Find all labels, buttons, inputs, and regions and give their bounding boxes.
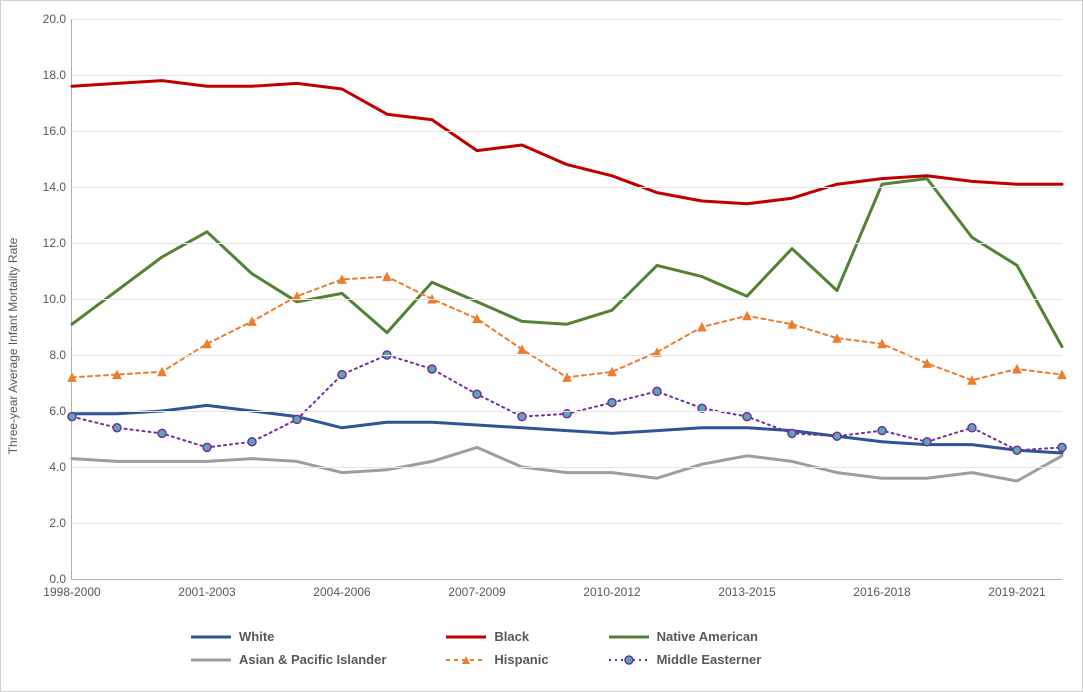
- gridline: [72, 411, 1062, 412]
- marker-hispanic: [698, 323, 706, 331]
- legend-item-native: Native American: [609, 629, 762, 644]
- y-tick-label: 6.0: [49, 404, 72, 418]
- marker-mideast: [968, 424, 976, 432]
- x-tick-label: 2013-2015: [718, 579, 775, 599]
- series-hispanic: [72, 277, 1062, 381]
- marker-mideast: [473, 390, 481, 398]
- x-tick-label: 2010-2012: [583, 579, 640, 599]
- x-tick-label: 2016-2018: [853, 579, 910, 599]
- legend-swatch: [609, 653, 649, 667]
- legend-swatch: [191, 630, 231, 644]
- x-tick-label: 2001-2003: [178, 579, 235, 599]
- plot-area: 0.02.04.06.08.010.012.014.016.018.020.01…: [71, 19, 1062, 580]
- marker-mideast: [788, 429, 796, 437]
- marker-hispanic: [248, 317, 256, 325]
- x-tick-label: 2004-2006: [313, 579, 370, 599]
- x-tick-label: 2019-2021: [988, 579, 1045, 599]
- marker-mideast: [1058, 443, 1066, 451]
- y-tick-label: 16.0: [43, 124, 72, 138]
- marker-hispanic: [1058, 371, 1066, 379]
- marker-mideast: [113, 424, 121, 432]
- marker-mideast: [338, 371, 346, 379]
- gridline: [72, 299, 1062, 300]
- legend: White Black Native American Asian & Pacific…: [191, 629, 761, 667]
- legend-swatch: [191, 653, 231, 667]
- marker-mideast: [653, 387, 661, 395]
- y-tick-label: 14.0: [43, 180, 72, 194]
- legend-item-api: Asian & Pacific Islander: [191, 652, 386, 667]
- line-chart: Three-year Average Infant Mortality Rate…: [0, 0, 1083, 692]
- marker-hispanic: [923, 359, 931, 367]
- marker-mideast: [428, 365, 436, 373]
- gridline: [72, 187, 1062, 188]
- legend-item-hispanic: Hispanic: [446, 652, 548, 667]
- marker-mideast: [293, 415, 301, 423]
- y-tick-label: 4.0: [49, 460, 72, 474]
- marker-mideast: [1013, 446, 1021, 454]
- legend-label: White: [239, 629, 274, 644]
- y-tick-label: 20.0: [43, 12, 72, 26]
- gridline: [72, 243, 1062, 244]
- legend-label: Native American: [657, 629, 758, 644]
- x-tick-label: 2007-2009: [448, 579, 505, 599]
- gridline: [72, 19, 1062, 20]
- series-api: [72, 447, 1062, 481]
- y-tick-label: 10.0: [43, 292, 72, 306]
- legend-item-mideast: Middle Easterner: [609, 652, 762, 667]
- series-native: [72, 179, 1062, 347]
- legend-label: Asian & Pacific Islander: [239, 652, 386, 667]
- series-mideast: [72, 355, 1062, 450]
- marker-mideast: [923, 438, 931, 446]
- y-tick-label: 2.0: [49, 516, 72, 530]
- legend-swatch: [609, 630, 649, 644]
- legend-swatch: [446, 630, 486, 644]
- marker-mideast: [518, 413, 526, 421]
- marker-mideast: [833, 432, 841, 440]
- gridline: [72, 467, 1062, 468]
- marker-hispanic: [203, 340, 211, 348]
- legend-swatch: [446, 653, 486, 667]
- series-black: [72, 81, 1062, 204]
- marker-mideast: [248, 438, 256, 446]
- y-tick-label: 18.0: [43, 68, 72, 82]
- marker-mideast: [158, 429, 166, 437]
- marker-mideast: [743, 413, 751, 421]
- gridline: [72, 131, 1062, 132]
- x-tick-label: 1998-2000: [43, 579, 100, 599]
- legend-label: Hispanic: [494, 652, 548, 667]
- legend-item-black: Black: [446, 629, 548, 644]
- gridline: [72, 523, 1062, 524]
- y-tick-label: 8.0: [49, 348, 72, 362]
- gridline: [72, 355, 1062, 356]
- marker-mideast: [878, 427, 886, 435]
- legend-label: Middle Easterner: [657, 652, 762, 667]
- gridline: [72, 75, 1062, 76]
- y-tick-label: 12.0: [43, 236, 72, 250]
- marker-mideast: [203, 443, 211, 451]
- legend-label: Black: [494, 629, 529, 644]
- marker-hispanic: [473, 315, 481, 323]
- legend-item-white: White: [191, 629, 386, 644]
- marker-mideast: [608, 399, 616, 407]
- y-axis-label: Three-year Average Infant Mortality Rate: [6, 238, 20, 455]
